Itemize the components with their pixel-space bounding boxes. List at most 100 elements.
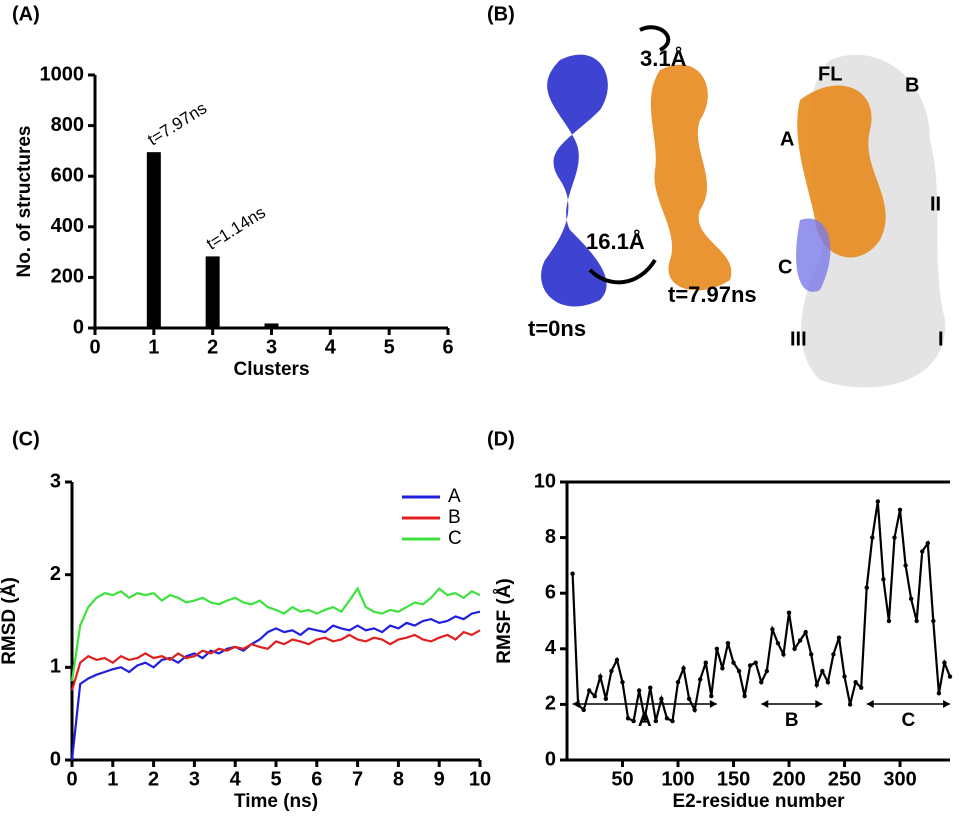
- bar: [146, 152, 161, 328]
- marker: [814, 682, 819, 688]
- range-label: C: [902, 710, 916, 731]
- range-label: A: [638, 710, 652, 731]
- structure-label: t=7.97ns: [668, 282, 757, 307]
- marker: [664, 716, 670, 721]
- x-tick-label: 4: [230, 768, 242, 790]
- panel-label: (B): [487, 3, 515, 25]
- marker: [875, 499, 881, 504]
- marker: [670, 718, 675, 724]
- marker: [659, 696, 664, 702]
- y-tick-label: 6: [545, 581, 556, 603]
- marker: [692, 707, 697, 713]
- x-tick-label: 0: [89, 336, 100, 358]
- marker: [648, 685, 653, 690]
- marker: [709, 693, 714, 699]
- legend-label: B: [448, 507, 461, 528]
- marker: [797, 638, 803, 643]
- structure-label: C: [778, 256, 792, 278]
- marker: [581, 707, 586, 713]
- x-tick-label: 3: [189, 768, 200, 790]
- marker: [759, 679, 764, 685]
- panel-label: (C): [12, 428, 40, 450]
- bar: [205, 256, 220, 328]
- marker: [870, 535, 875, 540]
- x-tick-label: 50: [611, 768, 633, 790]
- structure-label: t=0ns: [528, 316, 586, 341]
- marker: [625, 716, 631, 721]
- marker: [636, 688, 642, 693]
- blue-ribbon: [796, 218, 831, 292]
- y-tick-label: 10: [534, 470, 556, 492]
- line: [571, 501, 952, 723]
- marker: [753, 660, 758, 665]
- y-axis-label: RMSF (Å): [494, 578, 515, 663]
- x-axis-label: Time (ns): [234, 791, 318, 812]
- marker: [792, 646, 797, 651]
- blue-ribbon: [541, 54, 608, 307]
- orange-ribbon: [797, 85, 886, 258]
- marker: [764, 668, 770, 674]
- x-axis-label: E2-residue number: [672, 791, 845, 812]
- x-tick-label: 7: [352, 768, 363, 790]
- x-tick-label: 2: [207, 336, 218, 358]
- x-tick-label: 5: [384, 336, 395, 358]
- marker: [858, 685, 864, 690]
- marker: [703, 660, 708, 665]
- orange-ribbon: [650, 64, 732, 291]
- marker: [936, 691, 942, 696]
- arrow: [588, 258, 657, 285]
- panel-label: (D): [487, 428, 515, 450]
- y-tick-label: 2: [545, 693, 556, 715]
- marker: [609, 668, 614, 674]
- marker: [770, 627, 775, 632]
- marker: [820, 668, 825, 674]
- structure-label: A: [780, 128, 794, 150]
- x-tick-label: 9: [434, 768, 445, 790]
- range-label: B: [785, 710, 799, 731]
- marker: [720, 666, 725, 671]
- y-tick-label: 2: [50, 563, 61, 585]
- marker: [631, 718, 636, 724]
- x-tick-label: 250: [828, 768, 861, 790]
- structure-label: 3.1Å: [640, 45, 687, 71]
- marker: [747, 663, 753, 668]
- y-tick-label: 400: [51, 215, 84, 237]
- x-tick-label: 150: [717, 768, 750, 790]
- marker: [847, 702, 853, 707]
- x-tick-label: 4: [325, 336, 337, 358]
- x-tick-label: 1: [107, 768, 118, 790]
- line: [70, 586, 481, 682]
- x-tick-label: 2: [148, 768, 159, 790]
- y-tick-label: 1000: [40, 63, 85, 85]
- marker: [675, 679, 681, 685]
- y-tick-label: 0: [50, 748, 61, 770]
- x-tick-label: 300: [883, 768, 916, 790]
- marker: [642, 716, 647, 721]
- marker: [886, 618, 892, 624]
- line: [70, 629, 481, 691]
- marker: [714, 646, 720, 651]
- y-tick-label: 0: [545, 748, 556, 770]
- x-tick-label: 200: [772, 768, 805, 790]
- marker: [864, 585, 869, 590]
- y-tick-label: 800: [51, 114, 84, 136]
- marker: [803, 629, 808, 635]
- marker: [892, 535, 897, 540]
- y-axis-label: No. of structures: [14, 125, 35, 277]
- marker: [825, 679, 831, 685]
- arrow-head: [761, 700, 823, 708]
- x-tick-label: 100: [661, 768, 694, 790]
- marker: [725, 641, 731, 646]
- marker: [614, 657, 620, 663]
- annotation: t=7.97ns: [144, 98, 210, 149]
- x-tick-label: 1: [148, 336, 159, 358]
- marker: [603, 696, 609, 702]
- marker: [914, 618, 919, 624]
- y-tick-label: 4: [545, 637, 557, 659]
- y-tick-label: 600: [51, 164, 84, 186]
- y-tick-label: 3: [50, 470, 61, 492]
- marker: [781, 652, 786, 657]
- marker: [731, 660, 736, 665]
- x-tick-label: 3: [266, 336, 277, 358]
